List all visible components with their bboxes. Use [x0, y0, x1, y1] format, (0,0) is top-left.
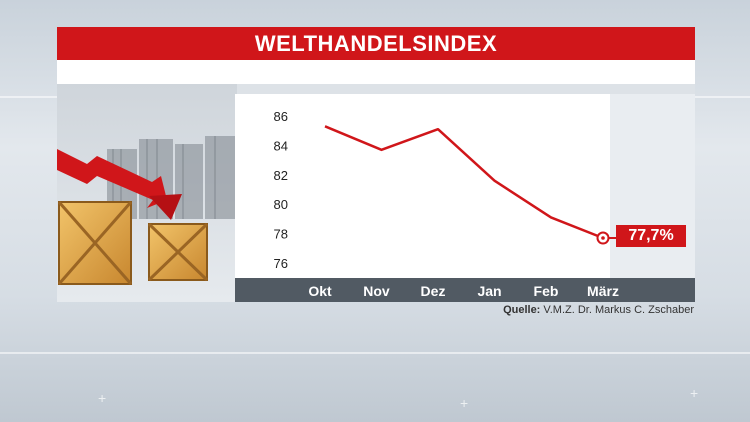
y-tick-label: 78 [274, 227, 288, 242]
value-label-area [610, 94, 695, 278]
y-tick-label: 76 [274, 256, 288, 271]
x-tick-label: Okt [308, 283, 332, 299]
source-note: Quelle: V.M.Z. Dr. Markus C. Zschaber [503, 304, 694, 316]
series-line [324, 125, 604, 240]
chart-title: WELTHANDELSINDEX [57, 27, 695, 60]
x-tick-label: Jan [477, 283, 501, 299]
x-axis-bar [235, 278, 695, 302]
crates-arrow-illustration [57, 84, 237, 302]
y-tick-label: 86 [274, 109, 288, 124]
title-subband [57, 60, 695, 84]
end-value-label: 77,7% [616, 225, 686, 247]
y-tick-label: 82 [274, 168, 288, 183]
y-tick-label: 84 [274, 138, 288, 153]
background-cross-icon: + [690, 385, 699, 401]
background-streak [0, 352, 750, 354]
y-tick-label: 80 [274, 197, 288, 212]
x-tick-label: März [587, 283, 619, 299]
source-text: V.M.Z. Dr. Markus C. Zschaber [543, 304, 694, 316]
chart-panel [57, 84, 695, 302]
end-point-dot [601, 236, 605, 240]
x-tick-label: Nov [363, 283, 390, 299]
x-tick-label: Feb [534, 283, 559, 299]
source-label: Quelle: [503, 304, 541, 316]
x-tick-label: Dez [421, 283, 446, 299]
background-cross-icon: + [460, 395, 469, 411]
plot-area [235, 94, 610, 278]
background-cross-icon: + [98, 390, 107, 406]
